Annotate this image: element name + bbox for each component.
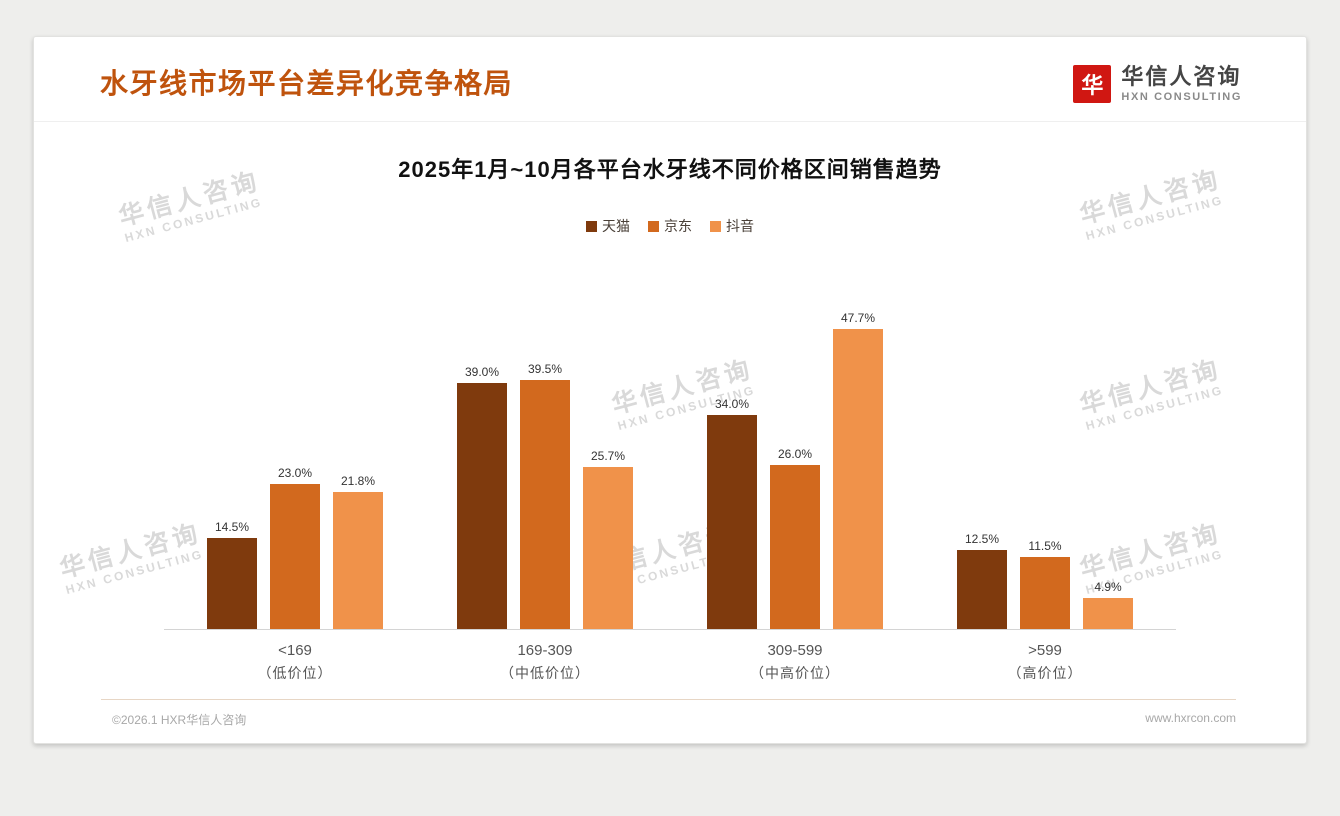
bar-value-label: 39.0%	[464, 365, 500, 380]
slide-card: 华信人咨询 HXN CONSULTING 华信人咨询 HXN CONSULTIN…	[33, 36, 1307, 744]
bar-column: 39.0%	[457, 365, 507, 629]
bar-column: 47.7%	[833, 310, 883, 629]
logo-brand: 华信人咨询	[1121, 64, 1242, 89]
bar-groups: 14.5% 23.0% 21.8% <169 （低价位） 39.0% 39.5% 25.7% 1…	[170, 234, 1170, 683]
bar-cluster: 12.5% 11.5% 4.9%	[957, 234, 1133, 629]
bar-group: 14.5% 23.0% 21.8% <169 （低价位）	[207, 234, 383, 683]
bar-value-label: 4.9%	[1094, 580, 1122, 595]
bar-column: 39.5%	[520, 362, 570, 629]
category-label: >599	[1028, 642, 1062, 659]
bar-column: 4.9%	[1083, 580, 1133, 629]
category-sublabel: （低价位）	[257, 665, 333, 681]
bar-京东	[770, 465, 820, 629]
company-logo: 华 华信人咨询 HXN CONSULTING	[1073, 64, 1242, 104]
bar-天猫	[957, 550, 1007, 629]
bar-value-label: 34.0%	[714, 396, 750, 411]
bar-value-label: 11.5%	[1028, 538, 1062, 553]
bar-value-label: 39.5%	[527, 362, 563, 377]
bar-抖音	[583, 467, 633, 629]
legend-item-京东: 京东	[648, 216, 692, 236]
bar-抖音	[333, 491, 383, 629]
bar-京东	[1020, 556, 1070, 629]
bar-天猫	[207, 537, 257, 629]
bar-column: 23.0%	[270, 466, 320, 629]
category-label: 169-309	[517, 642, 573, 659]
legend-swatch-icon	[586, 220, 597, 232]
bar-抖音	[1083, 598, 1133, 629]
bar-天猫	[707, 414, 757, 629]
header-divider	[34, 121, 1306, 122]
bar-天猫	[457, 383, 507, 629]
category-label: 309-599	[767, 642, 823, 659]
slide-footer: ©2026.1 HXR华信人咨询 www.hxrcon.com	[34, 699, 1306, 743]
bar-京东	[270, 484, 320, 629]
bar-column: 12.5%	[957, 532, 1007, 629]
bar-chart: 14.5% 23.0% 21.8% <169 （低价位） 39.0% 39.5% 25.7% 1…	[164, 234, 1176, 683]
bar-value-label: 26.0%	[777, 447, 813, 462]
bar-group: 39.0% 39.5% 25.7% 169-309 （中低价位）	[457, 234, 633, 683]
bar-京东	[520, 380, 570, 629]
bar-value-label: 14.5%	[214, 519, 250, 534]
bar-column: 14.5%	[207, 520, 257, 629]
category-sublabel: （中高价位）	[750, 665, 840, 681]
bar-column: 25.7%	[583, 449, 633, 629]
bar-cluster: 34.0% 26.0% 47.7%	[707, 234, 883, 629]
bar-cluster: 39.0% 39.5% 25.7%	[457, 234, 633, 629]
logo-subtitle: HXN CONSULTING	[1121, 91, 1242, 104]
logo-text: 华信人咨询 HXN CONSULTING	[1121, 64, 1242, 104]
category-sublabel: （高价位）	[1007, 665, 1083, 681]
legend-item-抖音: 抖音	[710, 216, 754, 236]
bar-value-label: 21.8%	[340, 473, 376, 488]
legend-label: 京东	[664, 218, 692, 234]
bar-value-label: 12.5%	[964, 532, 1000, 547]
bar-value-label: 47.7%	[840, 310, 876, 325]
footer-row: ©2026.1 HXR华信人咨询 www.hxrcon.com	[34, 700, 1306, 743]
legend-swatch-icon	[710, 220, 721, 232]
category-sublabel: （中低价位）	[500, 665, 590, 681]
slide-header: 水牙线市场平台差异化竞争格局 华 华信人咨询 HXN CONSULTING	[34, 37, 1306, 121]
bar-抖音	[833, 328, 883, 629]
legend-item-天猫: 天猫	[586, 216, 630, 236]
bar-column: 21.8%	[333, 474, 383, 629]
bar-cluster: 14.5% 23.0% 21.8%	[207, 234, 383, 629]
slide-content: 水牙线市场平台差异化竞争格局 华 华信人咨询 HXN CONSULTING 20…	[34, 37, 1306, 743]
bar-value-label: 25.7%	[590, 449, 626, 464]
legend-swatch-icon	[648, 220, 659, 232]
chart-title: 2025年1月~10月各平台水牙线不同价格区间销售趋势	[398, 157, 942, 182]
bar-group: 12.5% 11.5% 4.9% >599 （高价位）	[957, 234, 1133, 683]
legend-label: 抖音	[726, 218, 754, 234]
bar-column: 11.5%	[1020, 539, 1070, 629]
bar-value-label: 23.0%	[277, 466, 313, 481]
bar-group: 34.0% 26.0% 47.7% 309-599 （中高价位）	[707, 234, 883, 683]
logo-mark-icon: 华	[1073, 65, 1112, 104]
bar-column: 26.0%	[770, 447, 820, 629]
copyright-text: ©2026.1 HXR华信人咨询	[112, 713, 247, 727]
footer-divider	[101, 699, 1236, 700]
category-label: <169	[278, 642, 312, 659]
bar-column: 34.0%	[707, 397, 757, 629]
page-title: 水牙线市场平台差异化竞争格局	[100, 68, 514, 99]
legend-label: 天猫	[602, 218, 630, 234]
chart-legend: 天猫 京东 抖音	[34, 218, 1306, 234]
x-axis-line	[164, 629, 1176, 630]
website-url: www.hxrcon.com	[1145, 711, 1236, 725]
